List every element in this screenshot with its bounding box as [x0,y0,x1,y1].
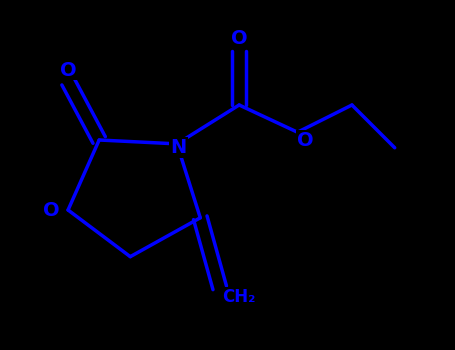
Text: CH₂: CH₂ [222,288,256,306]
Text: O: O [43,201,59,219]
Text: O: O [297,131,313,149]
Text: N: N [170,138,187,157]
Text: O: O [231,29,248,48]
Text: O: O [60,61,76,79]
